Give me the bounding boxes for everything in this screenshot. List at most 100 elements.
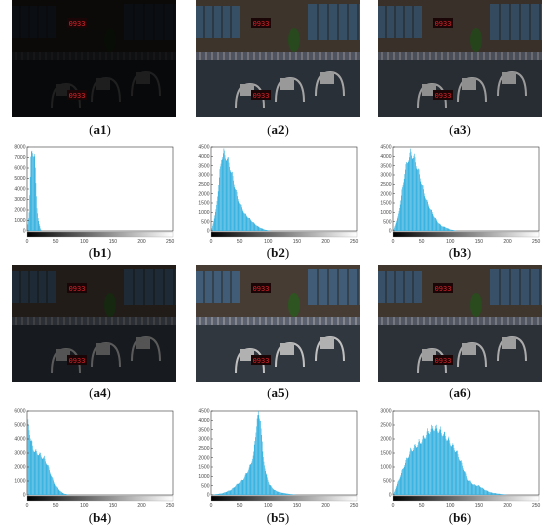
histogram-bar (213, 221, 214, 231)
histogram-bar (481, 487, 483, 495)
histogram-bar (240, 481, 241, 495)
histogram-bar (490, 492, 491, 495)
histogram-bar (432, 214, 434, 231)
histogram-bar (443, 226, 445, 231)
histogram-bar (414, 445, 415, 495)
y-tick-label: 2000 (380, 191, 391, 197)
histogram-bar (215, 209, 217, 231)
histogram-bar (498, 493, 499, 495)
histogram-bar (497, 493, 498, 495)
histogram-b3: 0 500 1000 1500 2000 2500 3000 3500 4000 4500 0 50 1… (377, 143, 543, 245)
histogram-bar (401, 470, 403, 495)
histogram-bar (446, 440, 448, 495)
histogram-bar (271, 487, 273, 495)
y-tick-label: 2000 (14, 208, 25, 214)
histogram-bar (411, 158, 413, 231)
histogram-bar (394, 227, 395, 231)
histogram-bar (220, 493, 221, 495)
histogram-bar (240, 204, 242, 231)
histogram-bar (226, 491, 228, 495)
histogram-bar (267, 477, 268, 495)
histogram-bar (39, 224, 40, 231)
histogram-bar (217, 196, 218, 231)
block-number-plate (240, 84, 254, 96)
histogram-bar (446, 440, 447, 495)
histogram-bar (252, 458, 253, 495)
histogram-bar (454, 451, 456, 495)
histogram-bar (479, 486, 481, 495)
x-tick-label: 0 (26, 239, 29, 245)
histogram-bar (424, 438, 426, 495)
clock-panel (251, 283, 271, 293)
histogram-bar (452, 443, 454, 495)
histogram-bar (29, 176, 31, 231)
histogram-bar (36, 196, 37, 231)
histogram-bar (213, 218, 215, 231)
histogram-bar (423, 437, 425, 495)
histogram-bar (256, 418, 258, 495)
y-tick-label: 3000 (198, 437, 209, 443)
histogram-bar (398, 213, 399, 231)
plot-frame (210, 410, 358, 496)
histogram-bar (500, 494, 502, 495)
histogram-bar (409, 157, 410, 231)
x-tick-label: 250 (166, 503, 175, 509)
x-tick-label: 200 (321, 503, 330, 509)
histogram-bar (442, 436, 443, 495)
histogram-bar (233, 487, 235, 495)
block-number-plate (422, 84, 436, 96)
histogram-bar (31, 441, 33, 495)
histogram-bar (394, 491, 395, 495)
histogram-bar (472, 484, 474, 495)
clock-panel (67, 283, 87, 293)
x-tick-label: 200 (503, 503, 512, 509)
histogram-bar (223, 493, 224, 495)
histogram-bar (482, 487, 483, 495)
histogram-bar (407, 161, 409, 231)
histogram-bar (467, 480, 469, 495)
clock-display: 0933 (69, 92, 86, 100)
histogram-bar (259, 227, 261, 231)
histogram-bar (474, 485, 476, 495)
histogram-bar (232, 176, 234, 231)
histogram-bar (55, 486, 57, 495)
histogram-bar (255, 224, 256, 231)
histogram-bar (398, 479, 400, 495)
x-tick-label: 250 (350, 239, 359, 245)
histogram-bar (496, 493, 497, 495)
block-number-plate (56, 349, 70, 361)
histogram-bar (230, 171, 232, 231)
histogram-bar (500, 493, 501, 495)
histogram-bar (279, 491, 280, 495)
histogram-bar (429, 433, 431, 495)
y-tick-label: 1000 (380, 465, 391, 471)
histogram-bar (247, 217, 248, 231)
plant (470, 28, 482, 52)
histogram-bar (401, 195, 402, 231)
histogram-bar (238, 483, 240, 495)
histogram-bar (443, 431, 445, 495)
histogram-bar (475, 485, 477, 495)
y-tick-label: 2500 (380, 423, 391, 429)
histogram-bar (280, 492, 281, 495)
x-tick-label: 0 (392, 239, 395, 245)
y-tick-label: 0 (389, 229, 392, 235)
histogram-bar (476, 485, 478, 495)
histogram-bar (248, 467, 250, 495)
histogram-bar (33, 451, 34, 495)
histogram-bar (405, 164, 407, 231)
histogram-bar (256, 225, 257, 231)
histogram-bar (265, 471, 266, 495)
histogram-bar (223, 148, 225, 231)
histogram-bar (424, 196, 426, 231)
histogram-bar (46, 464, 48, 495)
histogram-bar (253, 451, 254, 495)
histogram-bar (434, 217, 436, 231)
y-tick-label: 2500 (198, 182, 209, 188)
histogram-bar (493, 493, 495, 495)
clock-display: 0933 (253, 357, 270, 365)
histogram-bar (417, 446, 418, 495)
histogram-bar (402, 469, 403, 495)
histogram-bar (454, 450, 455, 495)
histogram-bar (33, 157, 34, 231)
